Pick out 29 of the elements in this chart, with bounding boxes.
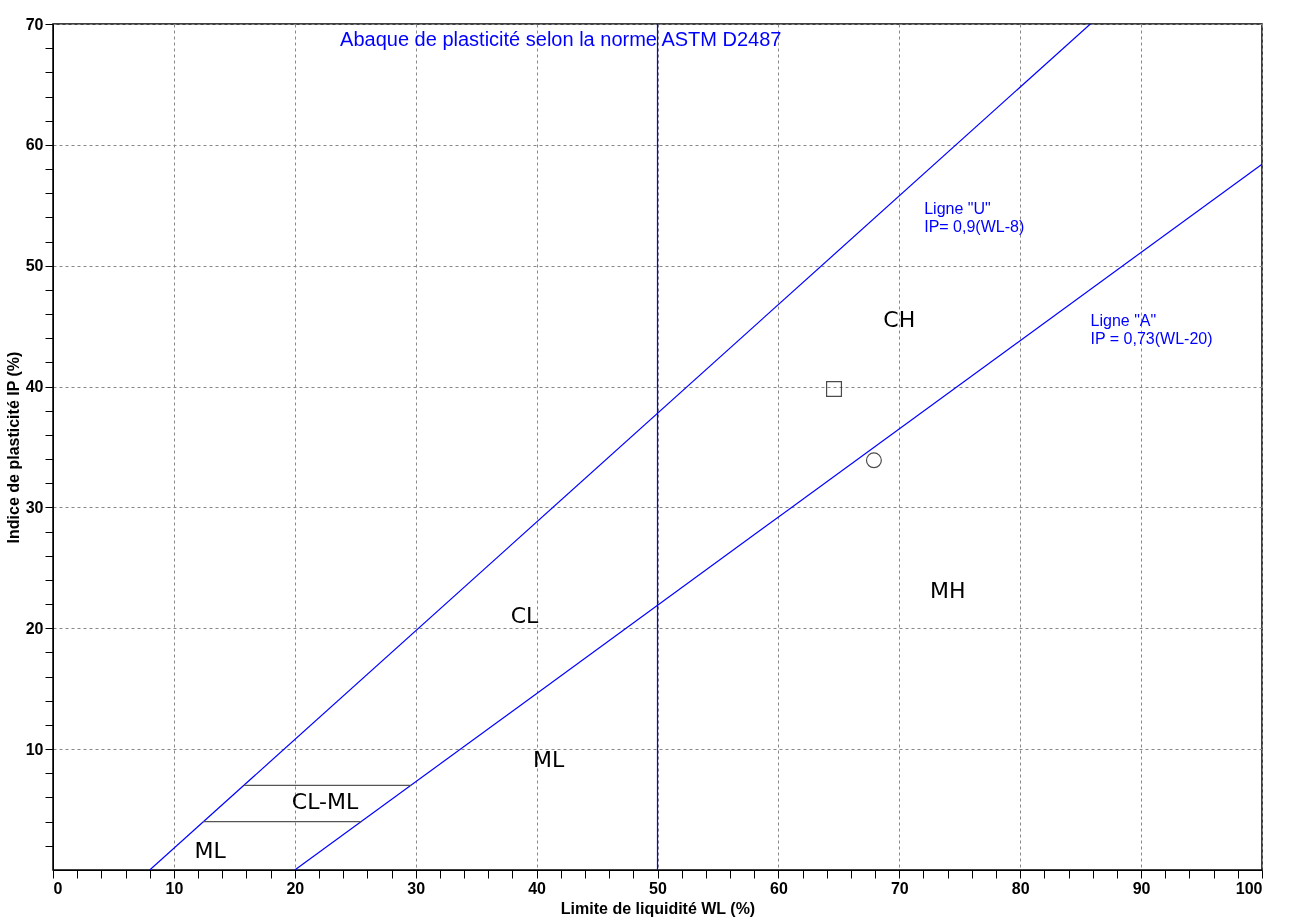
x-tick-label: 0 (53, 879, 63, 897)
x-tick-label: 80 (1011, 879, 1030, 897)
annotation: CH (883, 307, 916, 333)
series-label: Ligne "A" IP = 0,73(WL-20) (1090, 312, 1213, 348)
annotation: ML (533, 747, 566, 773)
x-tick-label: 100 (1235, 879, 1263, 897)
x-tick-label: 90 (1132, 879, 1151, 897)
y-tick-label: 30 (25, 498, 44, 516)
annotation: ML (194, 837, 227, 863)
x-tick-label: 20 (286, 879, 305, 897)
y-tick-label: 10 (25, 740, 44, 758)
y-tick-label: 60 (25, 136, 44, 154)
series-label: Ligne "U" IP= 0,9(WL-8) (924, 200, 1025, 236)
y-tick-label: 70 (25, 15, 44, 33)
annotation: CL-ML (291, 789, 359, 815)
x-tick-label: 30 (407, 879, 426, 897)
y-tick-label: 20 (25, 619, 44, 637)
x-tick-label: 40 (528, 879, 547, 897)
x-tick-label: 50 (649, 879, 667, 897)
x-tick-label: 70 (890, 879, 909, 897)
y-tick-label: 40 (25, 378, 44, 396)
y-tick-label: 50 (25, 257, 44, 275)
annotation: MH (929, 577, 966, 603)
chart-title: Abaque de plasticité selon la norme ASTM D2487 (340, 28, 782, 50)
y-axis-title: Indice de plasticité IP (%) (4, 351, 22, 544)
x-tick-label: 60 (770, 879, 788, 897)
x-tick-label: 10 (165, 879, 184, 897)
x-axis-title: Limite de liquidité WL (%) (560, 899, 756, 917)
annotation: CL (510, 603, 540, 629)
